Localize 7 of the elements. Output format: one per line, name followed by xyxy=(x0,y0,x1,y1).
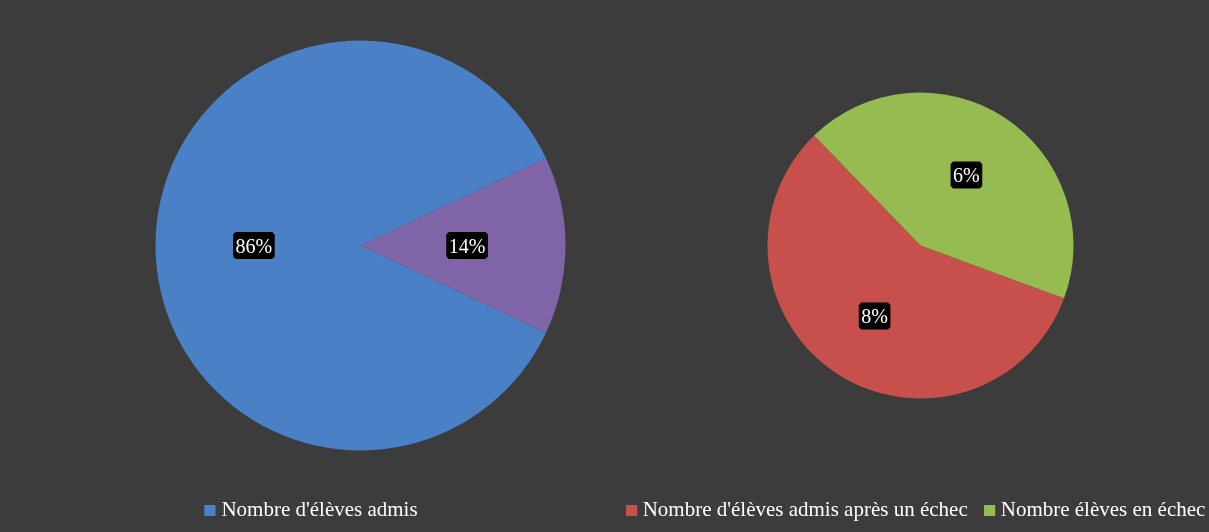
data-label: 6% xyxy=(953,163,980,186)
legend-label: Nombre élèves en échec xyxy=(1000,497,1206,522)
data-label: 8% xyxy=(861,305,888,328)
legend-label: Nombre d'élèves admis après un échec xyxy=(642,497,968,522)
legend-label: Nombre d'élèves admis xyxy=(221,497,418,522)
data-label: 14% xyxy=(448,234,486,257)
data-label: 86% xyxy=(235,234,273,257)
